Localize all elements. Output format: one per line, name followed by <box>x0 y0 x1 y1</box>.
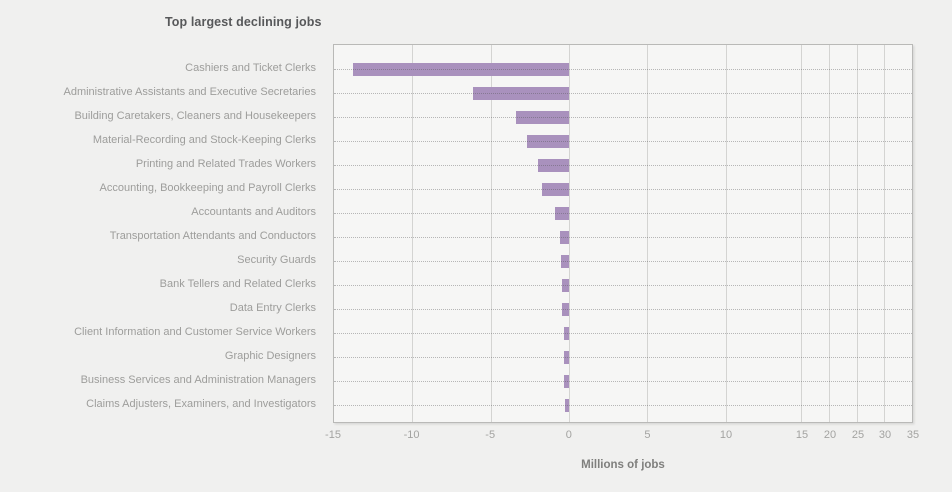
category-label: Graphic Designers <box>224 350 316 362</box>
row-guide-line <box>334 261 912 262</box>
category-label: Material-Recording and Stock-Keeping Cle… <box>92 134 316 146</box>
category-label: Bank Tellers and Related Clerks <box>159 278 316 290</box>
bar-12 <box>563 326 569 340</box>
x-tick-label: 30 <box>878 429 892 441</box>
bar-1 <box>352 62 569 76</box>
category-label: Printing and Related Trades Workers <box>135 158 316 170</box>
x-tick-label: 35 <box>906 429 920 441</box>
category-label: Cashiers and Ticket Clerks <box>185 62 316 74</box>
x-tick-label: 25 <box>851 429 865 441</box>
bar-11 <box>561 302 569 316</box>
gridline-x-10 <box>725 45 727 422</box>
bar-13 <box>563 350 569 364</box>
x-axis-title: Millions of jobs <box>581 459 665 471</box>
row-guide-line <box>334 381 912 382</box>
x-tick-label: -10 <box>403 429 420 441</box>
x-tick-label: 10 <box>719 429 733 441</box>
bar-14 <box>564 374 569 388</box>
row-guide-line <box>334 141 912 142</box>
gridline-x--10 <box>412 45 414 422</box>
chart-title: Top largest declining jobs <box>165 15 322 29</box>
row-guide-line <box>334 405 912 406</box>
row-guide-line <box>334 69 912 70</box>
row-guide-line <box>334 165 912 166</box>
bar-10 <box>561 278 569 292</box>
x-axis-tick-labels: -15 -10 -5 0 5 10 15 20 25 30 35 <box>325 429 919 443</box>
x-tick-label: 15 <box>795 429 809 441</box>
x-tick-label: -15 <box>325 429 341 441</box>
category-label: Claims Adjusters, Examiners, and Investi… <box>86 398 316 410</box>
row-guide-line <box>334 357 912 358</box>
row-guide-line <box>334 333 912 334</box>
gridline-x-25 <box>857 45 859 422</box>
bar-3 <box>515 110 569 124</box>
category-label: Data Entry Clerks <box>229 302 316 314</box>
row-guide-line <box>334 213 912 214</box>
gridline-x-30 <box>884 45 886 422</box>
category-label: Security Guards <box>237 254 316 266</box>
category-label: Client Information and Customer Service … <box>74 326 316 338</box>
gridline-x--5 <box>490 45 492 422</box>
bar-6 <box>542 182 569 196</box>
category-label: Business Services and Administration Man… <box>80 374 316 386</box>
row-guide-line <box>334 189 912 190</box>
row-guide-line <box>334 93 912 94</box>
x-tick-label: 0 <box>565 429 572 441</box>
category-label: Accounting, Bookkeeping and Payroll Cler… <box>99 182 316 194</box>
gridline-x-20 <box>829 45 831 422</box>
gridline-x-5 <box>647 45 649 422</box>
bar-7 <box>554 206 569 220</box>
category-label: Building Caretakers, Cleaners and Housek… <box>74 110 316 122</box>
row-guide-line <box>334 309 912 310</box>
category-label-column: Cashiers and Ticket Clerks Administrative… <box>0 44 325 423</box>
x-tick-label: 20 <box>823 429 837 441</box>
x-tick-label: 5 <box>644 429 651 441</box>
bar-8 <box>559 230 569 244</box>
bar-9 <box>561 254 569 268</box>
bar-2 <box>473 86 569 100</box>
gridline-x-0 <box>569 45 570 422</box>
row-guide-line <box>334 117 912 118</box>
bar-4 <box>526 134 569 148</box>
x-tick-label: -5 <box>485 429 496 441</box>
gridline-x-15 <box>801 45 803 422</box>
row-guide-line <box>334 237 912 238</box>
plot-area <box>333 44 913 423</box>
category-label: Accountants and Auditors <box>191 206 316 218</box>
bar-15 <box>565 398 569 412</box>
category-label: Administrative Assistants and Executive … <box>63 86 316 98</box>
bar-5 <box>537 158 569 172</box>
category-label: Transportation Attendants and Conductors <box>109 230 316 242</box>
row-guide-line <box>334 285 912 286</box>
